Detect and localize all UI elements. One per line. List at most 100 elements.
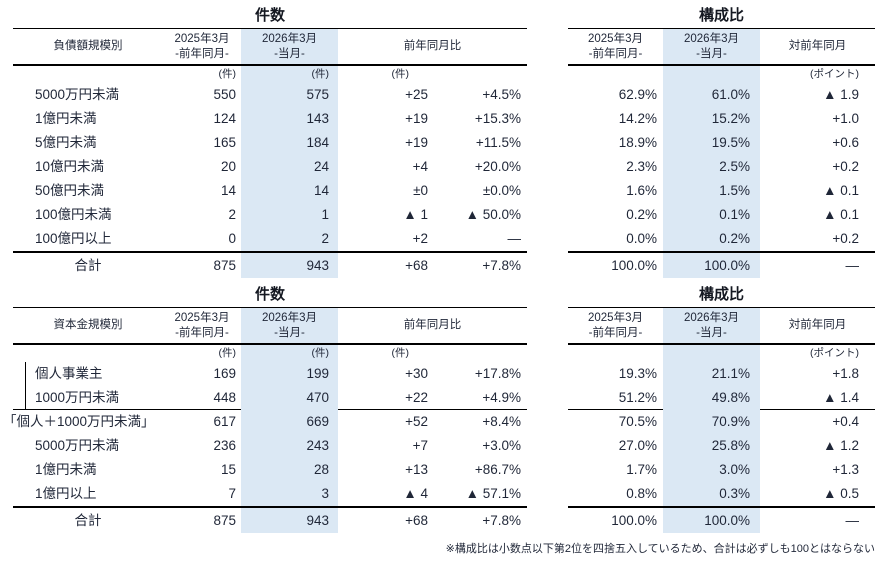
cell-yoy-pct: +11.5%: [475, 135, 521, 150]
cell-yoy-pct: —: [507, 231, 522, 246]
total-pct: +7.8%: [482, 258, 521, 273]
total-diff: +68: [405, 513, 428, 528]
cell-yoy-pct: +8.4%: [482, 414, 521, 429]
row-label: 1億円以上: [35, 486, 97, 501]
table-row: 「個人＋1000万円未満」 617 669 +52 +8.4%: [3, 410, 527, 434]
cell-ratio-curr: 61.0%: [663, 83, 760, 107]
total-label: 合計: [74, 258, 102, 273]
unit-cases: (件): [241, 66, 338, 83]
unit-points: (ポイント): [810, 347, 859, 359]
cell-ratio-prev: 0.2%: [626, 207, 657, 222]
cell-prev-count: 7: [228, 486, 236, 501]
cell-yoy-pct: +86.7%: [474, 462, 521, 477]
cell-ratio-prev: 0.0%: [626, 231, 657, 246]
cell-ratio-prev: 2.3%: [626, 159, 657, 174]
total-pct: +7.8%: [482, 513, 521, 528]
cell-yoy-diff: ▲ 1: [403, 207, 428, 222]
table-row: 14.2% 15.2% +1.0: [568, 107, 875, 131]
col-header-current-month: 2026年3月 -当月-: [663, 29, 760, 64]
capital-ratio-table: 構成比 2025年3月 -前年同月- 2026年3月 -当月- 対前年同月 (ポイン…: [568, 285, 875, 533]
table-row: 100億円以上 0 2 +2 —: [13, 227, 527, 251]
table-row: 1億円以上 7 3 ▲ 4 ▲ 57.1%: [13, 482, 527, 506]
cell-yoy-diff: +52: [405, 414, 428, 429]
cell-ratio-prev: 27.0%: [618, 438, 657, 453]
count-total-row: 合計 875 943 +68 +7.8%: [13, 506, 527, 533]
col-header-yoy: 前年同月比: [403, 319, 462, 332]
total-ratio-curr: 100.0%: [663, 253, 760, 278]
col-header-yoy: 前年同月比: [403, 40, 462, 53]
cell-ratio-diff: +1.8: [832, 366, 859, 381]
col-header-vs-prev-year: 対前年同月: [788, 40, 847, 53]
unit-cases: (件): [391, 68, 410, 80]
cell-ratio-curr: 0.2%: [663, 227, 760, 251]
cell-yoy-diff: +30: [405, 366, 428, 381]
cell-curr-count: 28: [241, 458, 338, 482]
cell-curr-count: 470: [241, 386, 338, 410]
ratio-unit-row: (ポイント): [568, 345, 875, 362]
cell-yoy-diff: ±0: [413, 183, 428, 198]
count-table-header: 資本金規模別 2025年3月 -前年同月- 2026年3月 -当月- 前年同月比: [13, 307, 527, 345]
cell-yoy-pct: ▲ 57.1%: [465, 486, 521, 501]
col-header-prev-month: 2025年3月 -前年同月-: [174, 311, 230, 339]
cell-ratio-prev: 62.9%: [618, 87, 657, 102]
ratio-total-row: 100.0% 100.0% —: [568, 251, 875, 278]
row-label: 100億円以上: [35, 231, 112, 246]
cell-yoy-pct: +17.8%: [474, 366, 521, 381]
cell-ratio-curr: 49.8%: [663, 386, 760, 410]
cell-ratio-diff: +0.2: [832, 159, 859, 174]
cell-ratio-diff: +0.6: [832, 135, 859, 150]
table-row: 50億円未満 14 14 ±0 ±0.0%: [13, 179, 527, 203]
cell-ratio-diff: ▲ 1.4: [823, 390, 859, 405]
col-header-current-month: 2026年3月 -当月-: [241, 29, 338, 64]
ratio-table-header: 2025年3月 -前年同月- 2026年3月 -当月- 対前年同月: [568, 307, 875, 345]
table-row: 5000万円未満 550 575 +25 +4.5%: [13, 83, 527, 107]
row-label: 1000万円未満: [13, 386, 163, 410]
unit-cases: (件): [218, 347, 237, 359]
cell-ratio-diff: +1.3: [832, 462, 859, 477]
count-total-row: 合計 875 943 +68 +7.8%: [13, 251, 527, 278]
cell-prev-count: 2: [228, 207, 236, 222]
ratio-table-body: 62.9% 61.0% ▲ 1.9 14.2% 15.2% +1.0 18.9% 19.5% +…: [568, 83, 875, 251]
cell-yoy-pct: +20.0%: [474, 159, 521, 174]
cell-yoy-pct: ▲ 50.0%: [465, 207, 521, 222]
row-label: 「個人＋1000万円未満」: [3, 414, 155, 429]
unit-points: (ポイント): [810, 68, 859, 80]
unit-cases: (件): [391, 347, 410, 359]
cell-ratio-diff: ▲ 1.9: [823, 87, 859, 102]
row-label: 5000万円未満: [35, 87, 120, 102]
table-row: 1.6% 1.5% ▲ 0.1: [568, 179, 875, 203]
cell-prev-count: 169: [213, 366, 236, 381]
capital-count-table: 件数 資本金規模別 2025年3月 -前年同月- 2026年3月 -当月- 前年同月…: [3, 285, 527, 533]
ratio-total-row: 100.0% 100.0% —: [568, 506, 875, 533]
cell-ratio-diff: ▲ 0.5: [823, 486, 859, 501]
total-curr-count: 943: [241, 253, 338, 278]
table-row: 1000万円未満 448 470 +22 +4.9%: [13, 386, 527, 410]
cell-yoy-diff: +4: [412, 159, 428, 174]
cell-prev-count: 124: [213, 111, 236, 126]
debt-ratio-table: 構成比 2025年3月 -前年同月- 2026年3月 -当月- 対前年同月 (ポイン…: [568, 6, 875, 278]
table-row: 0.8% 0.3% ▲ 0.5: [568, 482, 875, 506]
ratio-table-body: 19.3% 21.1% +1.8 51.2% 49.8% ▲ 1.4 70.5% 70.9% +…: [568, 362, 875, 506]
cell-ratio-diff: +0.2: [832, 231, 859, 246]
col-header-vs-prev-year: 対前年同月: [788, 319, 847, 332]
cell-ratio-curr: 25.8%: [663, 434, 760, 458]
cell-ratio-diff: ▲ 1.2: [823, 438, 859, 453]
ratio-unit-row: (ポイント): [568, 66, 875, 83]
cell-prev-count: 236: [213, 438, 236, 453]
row-label: 5億円未満: [35, 135, 97, 150]
cell-ratio-curr: 2.5%: [663, 155, 760, 179]
unit-cases: (件): [218, 68, 237, 80]
table-row: 10億円未満 20 24 +4 +20.0%: [13, 155, 527, 179]
cell-ratio-curr: 70.9%: [663, 410, 760, 434]
total-prev-count: 875: [213, 513, 236, 528]
capital-size-band: 件数 資本金規模別 2025年3月 -前年同月- 2026年3月 -当月- 前年同月…: [3, 285, 884, 533]
table-row: 19.3% 21.1% +1.8: [568, 362, 875, 386]
row-label: 100億円未満: [35, 207, 112, 222]
col-header-current-month: 2026年3月 -当月-: [663, 308, 760, 343]
cell-prev-count: 20: [220, 159, 236, 174]
count-unit-row: (件) (件) (件): [13, 345, 527, 362]
total-prev-count: 875: [213, 258, 236, 273]
col-header-prev-month: 2025年3月 -前年同月-: [588, 32, 643, 60]
total-ratio-curr: 100.0%: [663, 508, 760, 533]
total-label: 合計: [74, 513, 102, 528]
